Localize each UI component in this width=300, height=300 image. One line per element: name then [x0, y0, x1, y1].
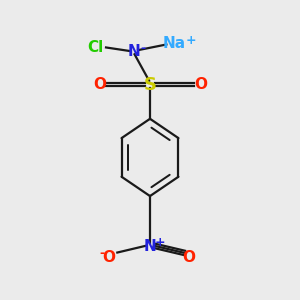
Text: O: O: [194, 77, 207, 92]
Text: +: +: [154, 236, 165, 249]
Text: -: -: [140, 42, 146, 55]
Text: O: O: [93, 77, 106, 92]
Text: N: N: [127, 44, 140, 59]
Text: -: -: [99, 247, 104, 260]
Text: O: O: [102, 250, 115, 265]
Text: Cl: Cl: [87, 40, 103, 55]
Text: N: N: [144, 239, 156, 254]
Text: O: O: [182, 250, 195, 265]
Text: +: +: [185, 34, 196, 46]
Text: S: S: [143, 76, 157, 94]
Text: Na: Na: [162, 36, 185, 51]
